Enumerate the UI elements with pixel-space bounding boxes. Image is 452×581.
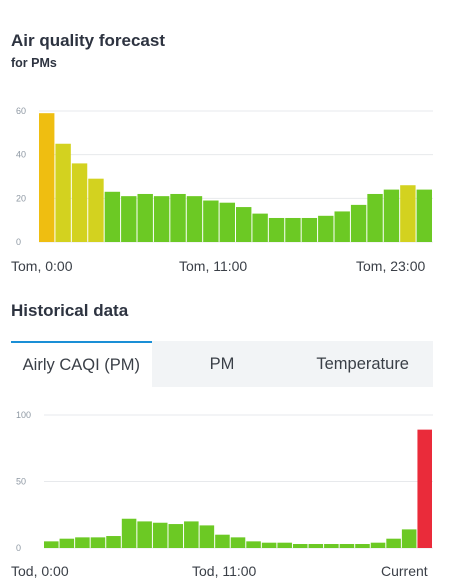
forecast-x-label-start: Tom, 0:00 [11,258,73,274]
historical-bar[interactable] [184,521,199,548]
forecast-bar[interactable] [252,213,268,242]
historical-bar[interactable] [355,544,370,548]
historical-bar[interactable] [292,544,308,548]
historical-bar[interactable] [168,524,184,548]
forecast-bar[interactable] [121,196,137,242]
forecast-y-tick-label: 20 [16,193,26,203]
historical-bar[interactable] [215,534,230,548]
historical-bar[interactable] [137,521,152,548]
historical-chart: 0 50 100 [16,410,433,553]
historical-y-tick-label: 100 [16,410,31,420]
forecast-bar[interactable] [186,196,203,242]
historical-bar[interactable] [308,544,324,548]
historical-y-tick-label: 0 [16,543,21,553]
historical-title: Historical data [11,301,129,320]
forecast-bar[interactable] [39,113,55,242]
historical-bar[interactable] [106,536,121,548]
forecast-bar[interactable] [219,202,235,242]
historical-bar[interactable] [152,522,168,548]
forecast-bar[interactable] [170,193,186,242]
historical-bar[interactable] [417,429,432,548]
historical-bar[interactable] [44,541,59,548]
forecast-bar[interactable] [71,163,88,242]
historical-bar[interactable] [90,537,106,548]
historical-bar[interactable] [370,542,386,548]
tab-pm[interactable]: PM [151,341,293,387]
forecast-bar[interactable] [350,204,367,242]
historical-bar[interactable] [339,544,355,548]
historical-bar[interactable] [386,538,401,548]
historical-y-tick-label: 50 [16,477,26,487]
forecast-bar[interactable] [137,193,153,242]
historical-tabs: Airly CAQI (PM) PM Temperature [11,341,434,387]
forecast-y-tick-label: 0 [16,237,21,247]
forecast-bar[interactable] [334,211,350,242]
tab-temperature[interactable]: Temperature [292,341,434,387]
forecast-bar[interactable] [153,196,170,242]
forecast-bar[interactable] [400,185,416,242]
historical-bar[interactable] [75,537,90,548]
forecast-bar[interactable] [383,189,400,242]
forecast-bar[interactable] [203,200,219,242]
forecast-bar[interactable] [285,217,301,242]
forecast-bar[interactable] [268,217,285,242]
historical-bar[interactable] [230,537,246,548]
forecast-chart: 0 20 40 60 [16,106,433,247]
forecast-bar[interactable] [55,143,71,242]
historical-bar[interactable] [246,541,261,548]
forecast-bar[interactable] [416,189,432,242]
historical-x-label-end: Current [381,563,428,579]
forecast-x-label-mid: Tom, 11:00 [179,258,248,274]
forecast-title: Air quality forecast [11,31,165,50]
historical-bar[interactable] [59,538,75,548]
historical-bar[interactable] [121,518,137,548]
historical-x-label-mid: Tod, 11:00 [192,563,257,579]
forecast-subtitle: for PMs [11,56,57,70]
historical-bar[interactable] [324,544,339,548]
historical-bar[interactable] [261,542,277,548]
forecast-bar[interactable] [301,217,318,242]
forecast-bar[interactable] [367,193,383,242]
forecast-bar[interactable] [236,207,252,242]
historical-bar[interactable] [277,542,292,548]
historical-x-label-start: Tod, 0:00 [11,563,69,579]
historical-bar[interactable] [401,529,417,548]
forecast-bar[interactable] [318,215,334,242]
historical-bar[interactable] [199,525,215,548]
forecast-y-tick-label: 60 [16,106,26,116]
forecast-bar[interactable] [104,191,121,242]
forecast-bar[interactable] [88,178,104,242]
forecast-y-tick-label: 40 [16,150,26,160]
forecast-x-label-end: Tom, 23:00 [356,258,426,274]
tab-airly-caqi[interactable]: Airly CAQI (PM) [11,341,152,387]
